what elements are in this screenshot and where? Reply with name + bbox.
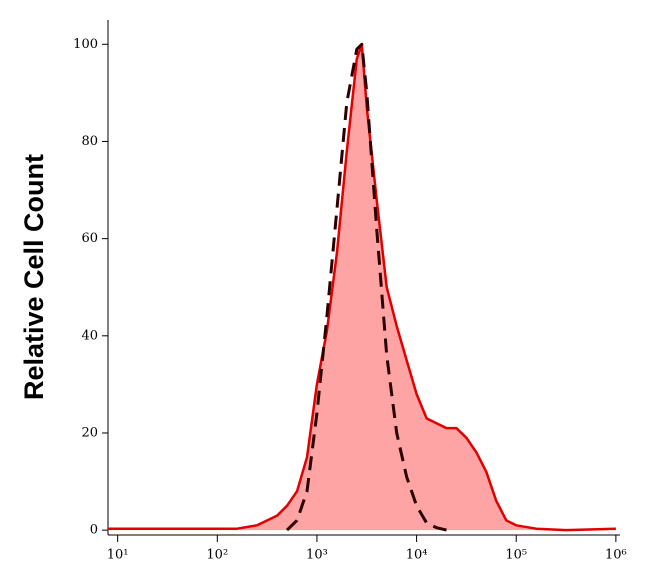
x-tick-label: 10⁶ — [605, 548, 627, 563]
x-tick-label: 10⁴ — [406, 548, 428, 563]
y-tick-label: 100 — [73, 37, 98, 52]
y-tick-label: 0 — [90, 523, 98, 538]
x-tick-label: 10⁵ — [505, 548, 527, 563]
y-tick-label: 20 — [81, 425, 98, 440]
line — [285, 42, 447, 532]
area — [108, 44, 616, 531]
x-tick-label: 10³ — [306, 548, 328, 563]
line — [108, 43, 616, 532]
y-tick-label: 60 — [81, 231, 98, 246]
y-tick-label: 40 — [81, 328, 98, 343]
y-axis-label: Relative Cell Count — [19, 154, 49, 400]
x-tick-label: 10¹ — [107, 548, 129, 563]
y-tick-label: 80 — [81, 134, 98, 149]
x-tick-label: 10² — [206, 548, 228, 563]
